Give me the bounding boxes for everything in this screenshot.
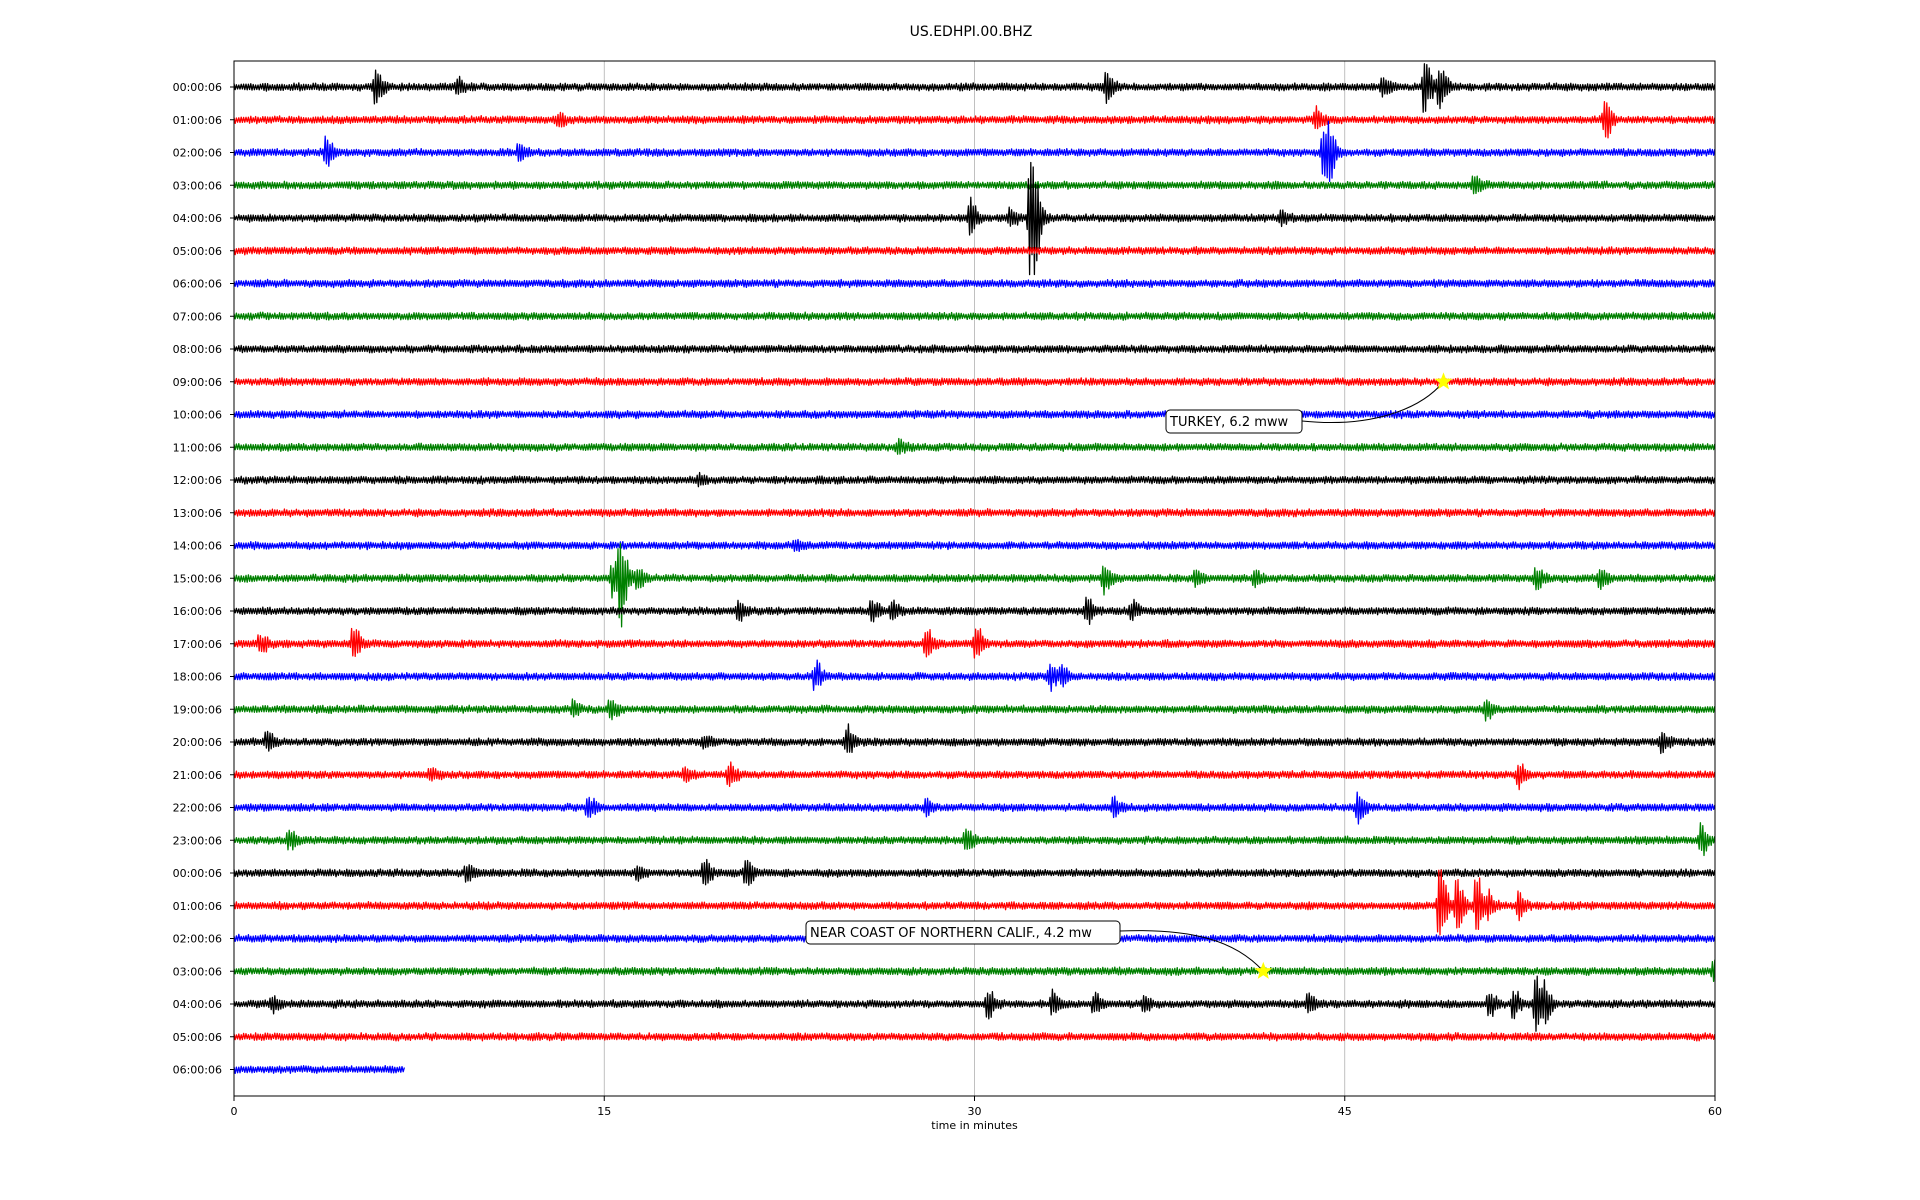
event-star-icon — [1254, 961, 1273, 979]
y-tick-label: 08:00:06 — [173, 343, 222, 356]
x-tick-label: 0 — [231, 1105, 238, 1118]
trace-row — [233, 1031, 1716, 1042]
trace-row — [233, 161, 1716, 276]
y-tick-label: 04:00:06 — [173, 998, 222, 1011]
trace-group — [233, 63, 1716, 1075]
y-tick-label: 06:00:06 — [173, 1064, 222, 1077]
trace-row — [233, 376, 1716, 387]
trace-row — [233, 538, 1716, 553]
y-tick-label: 18:00:06 — [173, 671, 222, 684]
annotation-label: TURKEY, 6.2 mww — [1169, 415, 1289, 430]
y-tick-label: 21:00:06 — [173, 769, 222, 782]
y-tick-label: 17:00:06 — [173, 638, 222, 651]
trace-row — [233, 698, 1716, 722]
trace-row — [233, 723, 1716, 755]
y-tick-label: 14:00:06 — [173, 540, 222, 553]
annotation-label: NEAR COAST OF NORTHERN CALIF., 4.2 mw — [810, 926, 1092, 941]
x-axis-label: time in minutes — [931, 1119, 1018, 1132]
y-tick-label: 00:00:06 — [173, 867, 222, 880]
trace-row — [233, 437, 1716, 455]
trace-row — [233, 278, 1716, 289]
y-tick-label: 04:00:06 — [173, 212, 222, 225]
trace-row — [233, 542, 1716, 628]
trace-row — [233, 975, 1716, 1032]
trace-row — [233, 1064, 406, 1075]
x-axis: 0 15 30 45 60 — [231, 1096, 1722, 1118]
trace-row — [233, 858, 1716, 886]
x-tick-label: 15 — [597, 1105, 611, 1118]
trace-row — [233, 627, 1716, 659]
trace-row — [233, 63, 1716, 113]
y-tick-label: 02:00:06 — [173, 933, 222, 946]
trace-row — [233, 959, 1716, 982]
y-tick-label: 01:00:06 — [173, 900, 222, 913]
y-tick-label: 03:00:06 — [173, 179, 222, 192]
y-tick-labels: 00:00:06 01:00:06 02:00:06 03:00:06 04:00:06… — [173, 81, 234, 1077]
trace-row — [233, 120, 1716, 182]
annotation-box — [805, 920, 1121, 945]
y-tick-label: 05:00:06 — [173, 1031, 222, 1044]
trace-row — [233, 245, 1716, 256]
y-tick-label: 16:00:06 — [173, 605, 222, 618]
trace-row — [233, 175, 1716, 195]
x-tick-label: 45 — [1338, 1105, 1352, 1118]
y-tick-label: 03:00:06 — [173, 965, 222, 978]
trace-row — [233, 869, 1716, 936]
y-tick-label: 06:00:06 — [173, 278, 222, 291]
y-tick-label: 10:00:06 — [173, 409, 222, 422]
y-tick-label: 01:00:06 — [173, 114, 222, 127]
trace-row — [233, 409, 1716, 420]
event-star-icon — [1434, 372, 1453, 390]
trace-row — [233, 596, 1716, 626]
chart-title: US.EDHPI.00.BHZ — [910, 24, 1033, 40]
trace-row — [233, 507, 1716, 518]
y-tick-label: 09:00:06 — [173, 376, 222, 389]
event-annotations: TURKEY, 6.2 mww NEAR COAST OF NORTHERN CA… — [805, 372, 1453, 979]
y-tick-label: 15:00:06 — [173, 572, 222, 585]
trace-row — [233, 822, 1716, 857]
trace-row — [233, 471, 1716, 488]
annotation-box — [1165, 409, 1303, 434]
trace-row — [233, 791, 1716, 825]
y-tick-label: 19:00:06 — [173, 703, 222, 716]
annotation-connector — [1119, 930, 1264, 972]
y-tick-label: 02:00:06 — [173, 147, 222, 160]
y-tick-label: 20:00:06 — [173, 736, 222, 749]
y-tick-label: 22:00:06 — [173, 802, 222, 815]
trace-row — [233, 761, 1716, 791]
x-tick-label: 30 — [968, 1105, 982, 1118]
y-tick-label: 12:00:06 — [173, 474, 222, 487]
y-tick-label: 00:00:06 — [173, 81, 222, 94]
y-tick-label: 11:00:06 — [173, 441, 222, 454]
y-tick-label: 07:00:06 — [173, 310, 222, 323]
y-tick-label: 13:00:06 — [173, 507, 222, 520]
x-tick-label: 60 — [1708, 1105, 1722, 1118]
annotation-connector — [1301, 381, 1444, 424]
trace-row — [233, 311, 1716, 321]
trace-row — [233, 344, 1716, 354]
y-tick-label: 05:00:06 — [173, 245, 222, 258]
trace-row — [233, 659, 1716, 693]
trace-row — [233, 100, 1716, 139]
y-tick-label: 23:00:06 — [173, 834, 222, 847]
